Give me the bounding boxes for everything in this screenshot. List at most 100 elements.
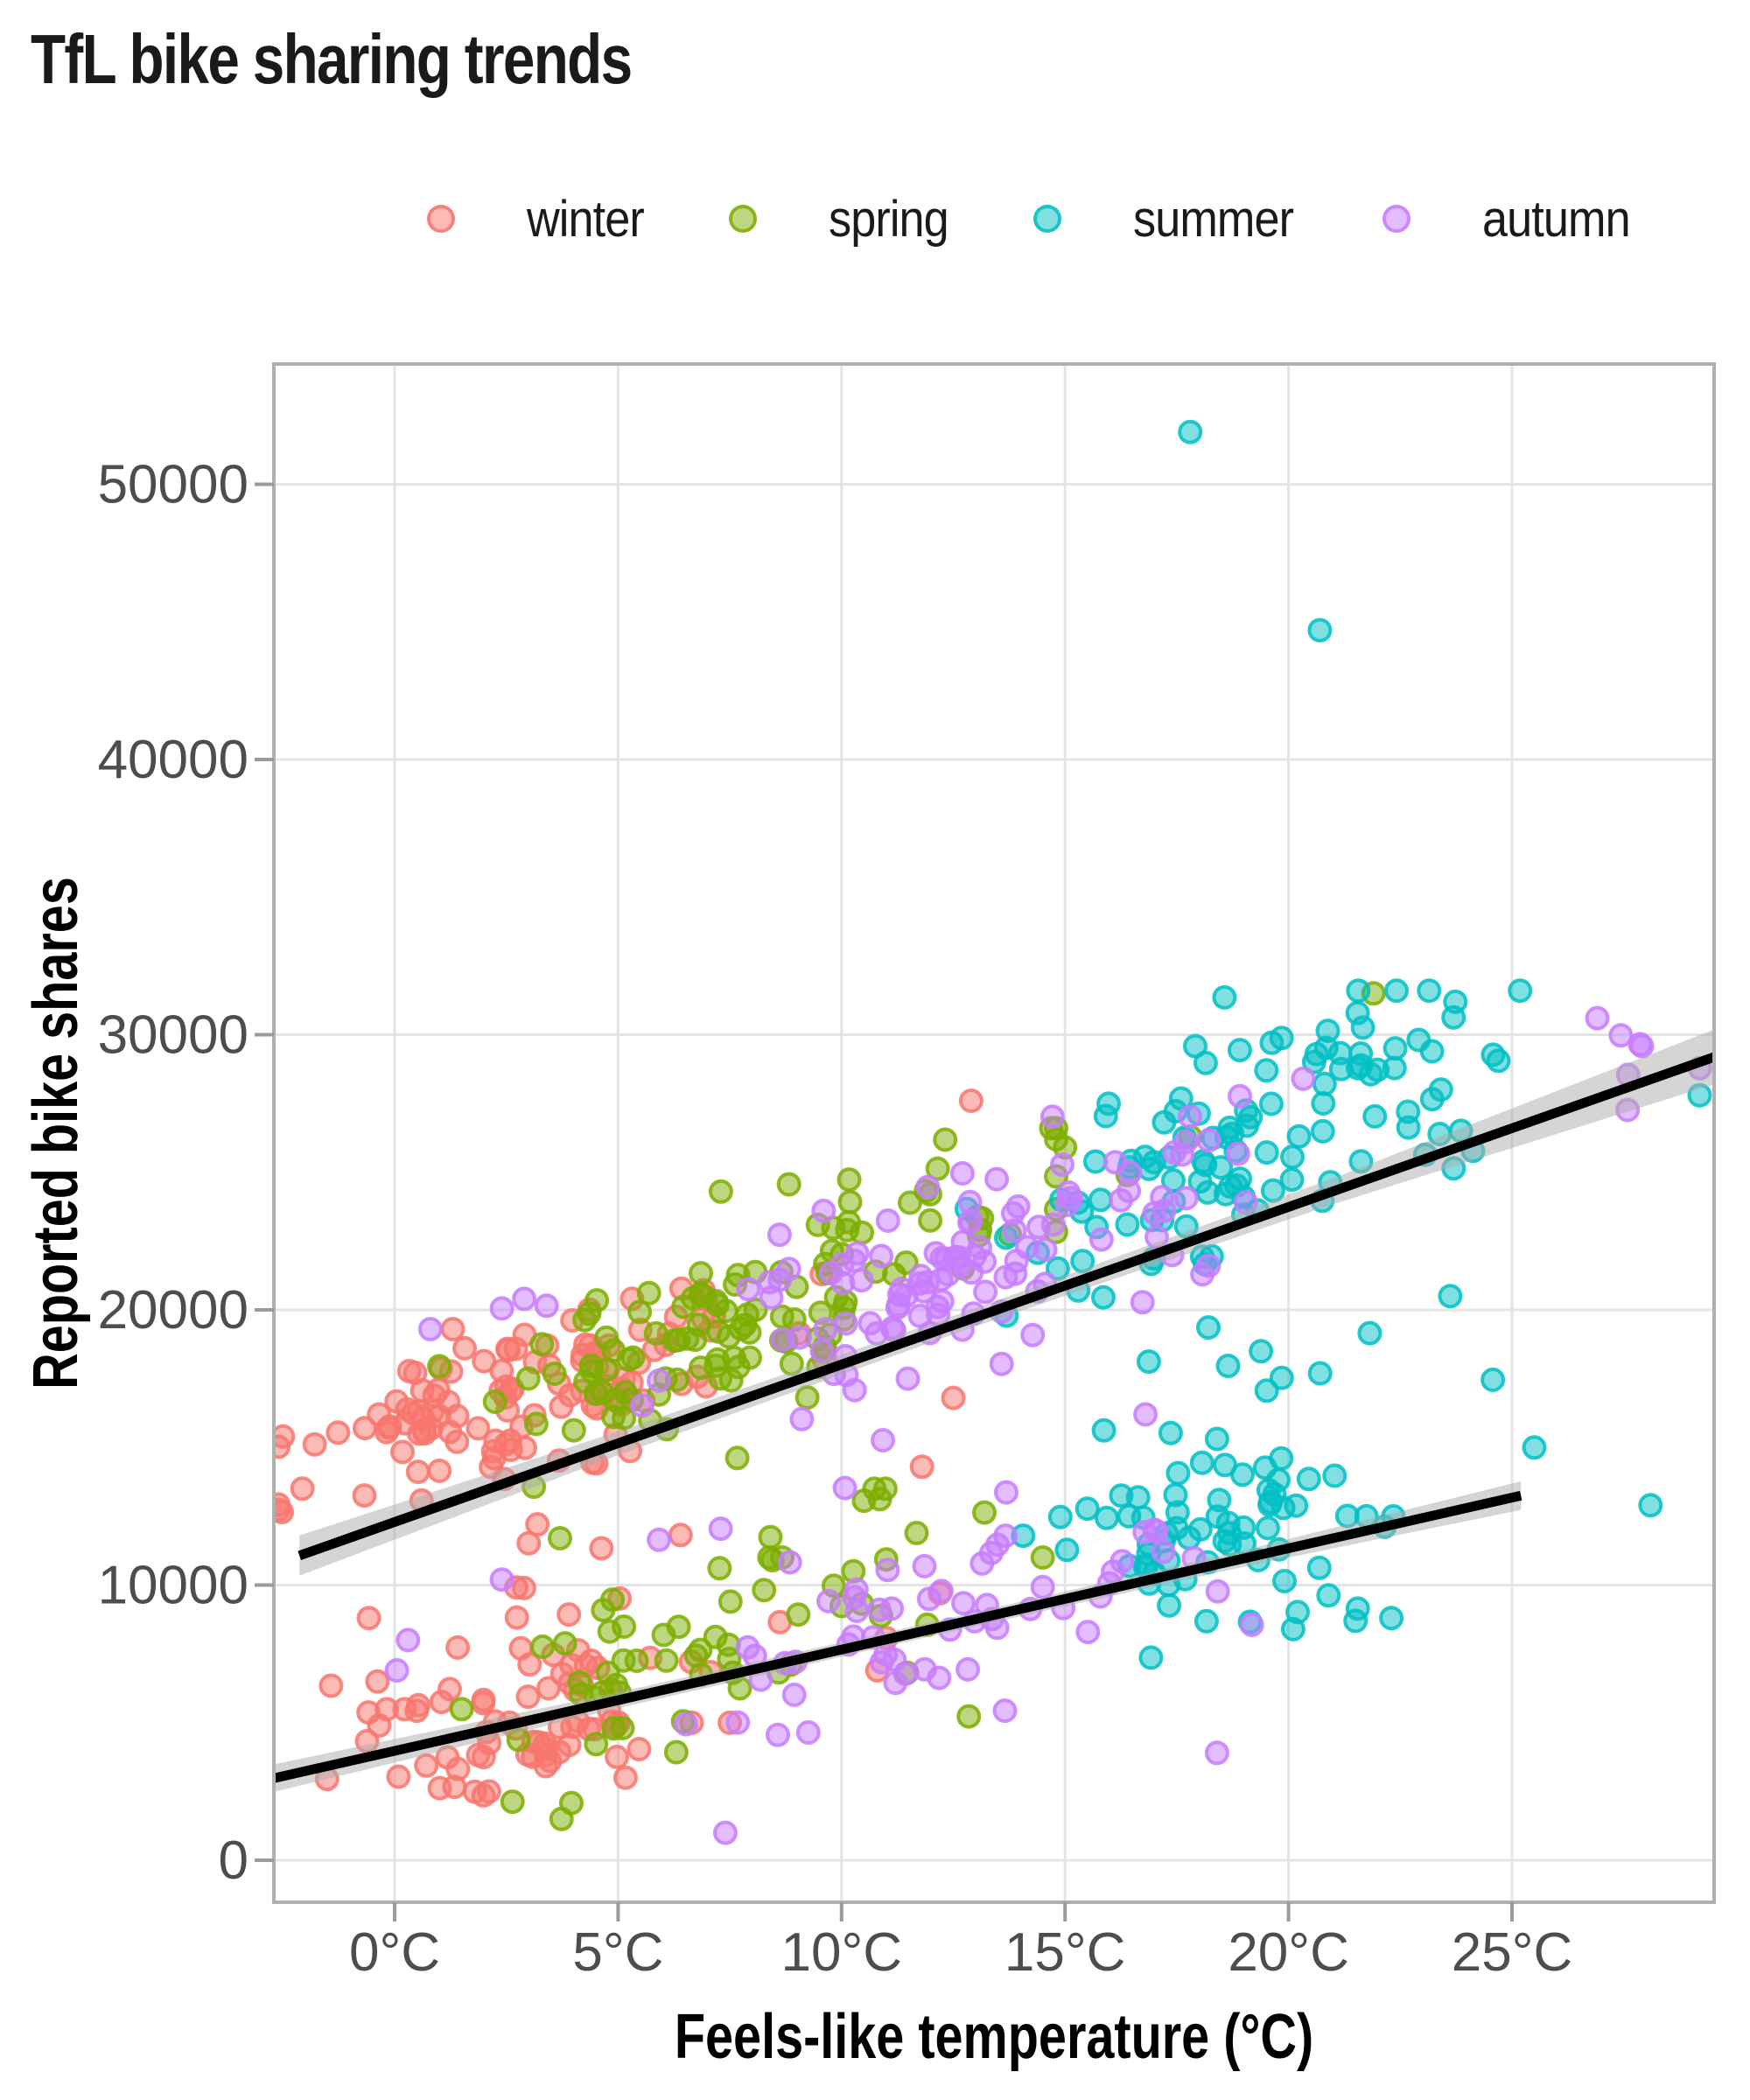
data-point [871,1428,895,1452]
data-point [406,1692,431,1718]
data-point [736,1277,761,1302]
y-axis: 0 10000 20000 30000 40000 50000 [98,455,274,1891]
data-point [1212,984,1237,1010]
data-point [326,1420,351,1446]
data-point [1213,1452,1237,1478]
data-point [1196,1128,1222,1153]
data-point [605,1744,629,1769]
data-point [776,1172,802,1197]
data-point [489,1296,514,1321]
data-point [1082,1149,1108,1174]
data-point [1357,1320,1382,1346]
data-point [1075,1620,1101,1645]
data-point [318,1673,344,1698]
data-point [561,1418,586,1443]
data-point [1443,989,1468,1014]
data-point [752,1578,777,1603]
data-point [1343,1608,1368,1634]
data-point [956,1704,982,1729]
data-point [647,1368,672,1393]
data-point [496,1338,522,1362]
data-point [904,1521,929,1545]
data-point [816,1588,841,1614]
legend-label: autumn [1482,190,1631,248]
data-point [647,1527,672,1552]
data-point [989,1351,1014,1376]
data-point [552,1631,578,1656]
data-point [427,1354,452,1379]
data-point [844,1577,869,1602]
data-point [680,1285,705,1311]
data-point [1307,618,1333,643]
data-point [947,1245,971,1270]
data-point [471,1690,496,1716]
data-point [1110,1549,1135,1574]
data-point [724,1446,750,1471]
data-point [523,1411,549,1437]
legend-item-autumn: autumn [1382,190,1646,248]
data-point [627,1299,653,1325]
data-point [1254,1140,1279,1166]
data-point [689,1261,713,1286]
data-point [766,1722,790,1747]
data-point [405,1460,430,1485]
data-point [612,1614,637,1639]
data-point [1227,1038,1252,1063]
data-point [918,1208,943,1233]
data-point [384,1658,410,1683]
data-point [1093,1103,1118,1129]
legend-dot-icon-summer [1032,205,1061,233]
data-point [1138,1645,1164,1670]
data-point [616,1347,641,1372]
data-point [1020,1322,1046,1348]
data-point [973,1279,998,1305]
data-point [1249,1339,1274,1364]
data-point [1032,1237,1058,1262]
data-point [867,1487,892,1512]
data-point [892,1662,918,1686]
data-point [992,1698,1018,1724]
data-point [611,1648,636,1673]
x-tick-label: 0°C [349,1922,440,1983]
data-point [1003,1261,1028,1286]
data-point [572,1307,598,1333]
data-point [1204,1740,1229,1766]
data-point [1166,1460,1191,1486]
data-point [1163,1482,1188,1508]
data-point [1239,1613,1264,1637]
data-point [776,1256,802,1282]
data-point [1173,1186,1199,1211]
data-point [1030,1574,1055,1600]
data-point [1125,1485,1151,1510]
data-point [895,1366,920,1391]
data-point [556,1602,582,1628]
x-tick-label: 10°C [781,1922,903,1983]
data-point [417,1317,443,1341]
data-point [718,1368,744,1393]
data-point [858,1311,883,1336]
data-point [530,1634,556,1659]
data-point [427,1404,452,1429]
data-point [390,1439,415,1465]
data-point [1328,1056,1354,1082]
legend-item-winter: winter [427,190,657,248]
data-point [1254,1378,1279,1404]
data-point [1091,1284,1116,1310]
x-tick-label: 15°C [1004,1922,1126,1983]
data-point [504,1605,529,1630]
y-tick-label: 50000 [98,455,248,515]
data-point [1417,978,1442,1004]
x-tick-label: 5°C [572,1922,663,1983]
data-point [830,1252,855,1278]
trend-line-lower-band-fit [274,1490,1522,1783]
data-point [718,1589,743,1614]
data-point [786,1602,811,1628]
data-point [471,1782,496,1808]
data-point [668,1522,693,1548]
y-tick-label: 0 [219,1830,248,1891]
panel-border [272,362,1716,1904]
data-point [1136,1349,1161,1375]
data-point [769,1304,794,1329]
data-point [912,1553,937,1578]
